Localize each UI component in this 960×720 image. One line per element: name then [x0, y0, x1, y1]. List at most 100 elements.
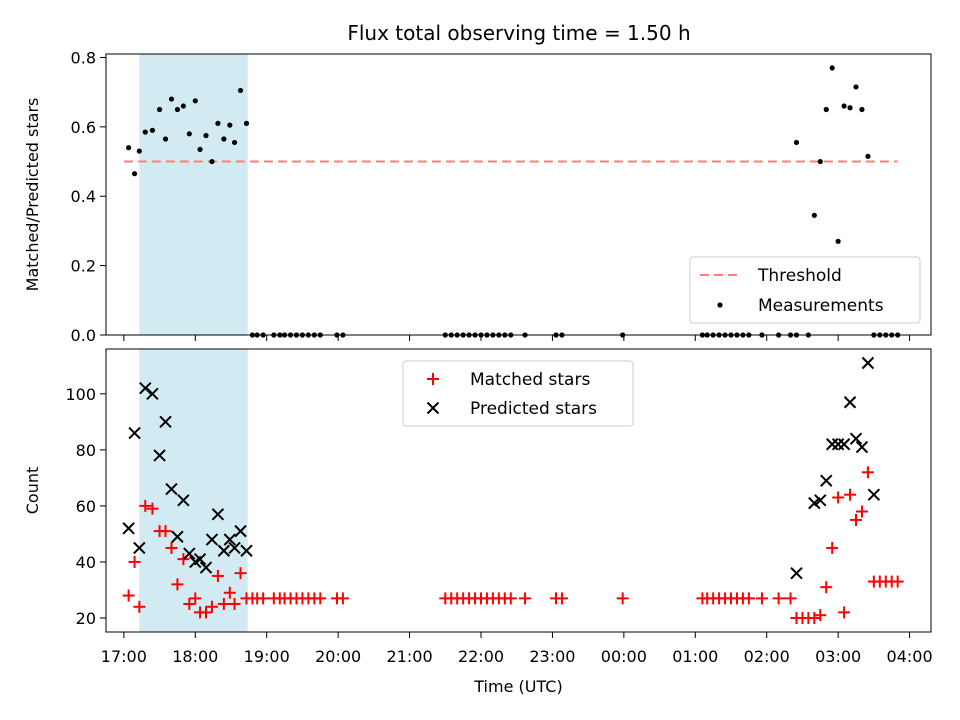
x-tick-label: 22:00 — [458, 647, 504, 666]
measurement-point — [174, 106, 181, 113]
shaded-span-top — [139, 54, 248, 335]
measurement-point — [823, 106, 829, 113]
predicted-star-point — [217, 544, 231, 557]
x-tick-label: 04:00 — [887, 647, 933, 666]
measurement-point — [237, 87, 244, 94]
predicted-star-point — [193, 552, 207, 566]
measurement-point — [817, 158, 823, 165]
matched-star-point — [861, 466, 874, 479]
matched-star-point — [814, 609, 827, 622]
matched-star-point — [850, 513, 862, 526]
predicted-star-point — [171, 530, 184, 543]
predicted-star-point — [205, 533, 219, 546]
x-tick-label: 23:00 — [529, 647, 575, 666]
y-tick-label: 0.2 — [71, 257, 96, 276]
matched-star-point — [784, 592, 797, 605]
y-tick-label: 100 — [65, 385, 96, 404]
matched-star-point — [177, 553, 190, 566]
legend-measurement-swatch — [717, 302, 723, 308]
matched-star-point — [555, 592, 568, 605]
matched-star-point — [234, 567, 247, 580]
matched-star-point — [772, 592, 785, 605]
legend-threshold-label: Threshold — [757, 266, 842, 286]
predicted-star-point — [825, 438, 839, 451]
y-tick-label: 60 — [76, 497, 96, 516]
count-marks — [122, 356, 904, 624]
matched-star-point — [133, 600, 146, 613]
x-axis-label: Time (UTC) — [473, 677, 562, 696]
legend-measurement-label: Measurements — [758, 296, 884, 316]
predicted-star-point — [139, 382, 152, 395]
x-tick-label: 03:00 — [815, 647, 861, 666]
measurement-point — [186, 131, 192, 137]
ratio-panel: 0.00.20.40.60.8 Matched/Predicted stars … — [23, 48, 932, 345]
predicted-star-point — [128, 426, 141, 440]
predicted-star-point — [808, 496, 821, 510]
matched-star-point — [211, 569, 224, 582]
measurement-point — [227, 122, 233, 128]
measurement-point — [829, 65, 835, 71]
measurement-point — [209, 158, 215, 165]
measurement-point — [180, 103, 186, 109]
predicted-star-point — [240, 544, 253, 557]
predicted-star-point — [861, 356, 875, 370]
measurement-point — [841, 103, 847, 109]
legend-box — [689, 256, 921, 324]
predicted-star-point — [814, 494, 827, 507]
measurement-point — [142, 129, 148, 135]
measurement-point — [811, 212, 817, 218]
matched-star-point — [205, 600, 218, 613]
measurement-point — [793, 139, 800, 146]
ratio-y-axis-label: Matched/Predicted stars — [23, 98, 42, 292]
count-plot-frame — [105, 348, 932, 633]
predicted-star-point — [831, 438, 845, 451]
count-x-ticks: 17:00 18:00 19:00 20:00 21:00 22:00 23:00 00:00… — [101, 632, 933, 666]
matched-star-point — [504, 592, 517, 605]
legend-predicted-swatch — [426, 401, 440, 415]
measurement-point — [853, 84, 859, 90]
matched-star-point — [891, 575, 904, 588]
measurement-point — [859, 106, 865, 113]
measurement-point — [162, 136, 169, 142]
matched-star-point — [217, 597, 230, 610]
measurement-point — [192, 98, 198, 104]
matched-star-point — [122, 589, 135, 602]
y-tick-label: 0.8 — [71, 48, 96, 67]
y-tick-label: 0.4 — [71, 187, 96, 206]
measurement-point — [168, 96, 175, 102]
x-tick-label: 19:00 — [244, 647, 290, 666]
measurement-point — [203, 132, 209, 139]
matched-star-point — [844, 488, 857, 501]
predicted-star-point — [165, 482, 178, 496]
y-tick-label: 40 — [76, 553, 96, 572]
legend-matched-swatch — [427, 373, 439, 385]
shaded-span-bottom — [139, 349, 248, 632]
matched-star-point — [146, 502, 159, 515]
ratio-y-ticks: 0.0 0.2 0.4 0.6 0.8 — [71, 48, 106, 345]
predicted-star-point — [159, 415, 172, 429]
measurement-point — [231, 139, 238, 146]
y-tick-label: 80 — [76, 441, 96, 460]
matched-star-point — [183, 597, 196, 610]
x-tick-label: 00:00 — [601, 647, 647, 666]
ratio-legend: Threshold Measurements — [689, 256, 921, 324]
measurement-point — [221, 136, 227, 142]
count-y-axis-label: Count — [23, 467, 42, 515]
measurement-point — [215, 120, 221, 126]
matched-star-point — [742, 592, 755, 605]
ratio-plot-frame — [105, 53, 932, 336]
legend-box — [402, 360, 634, 427]
count-legend: Matched stars Predicted stars — [402, 360, 634, 427]
measurement-point — [197, 146, 203, 153]
predicted-star-point — [837, 438, 851, 451]
predicted-star-point — [122, 522, 135, 535]
measurement-point — [126, 145, 132, 151]
matched-star-point — [616, 592, 629, 605]
measurement-point — [865, 153, 871, 159]
x-tick-label: 21:00 — [387, 647, 433, 666]
matched-star-point — [855, 505, 868, 518]
matched-star-point — [808, 611, 821, 624]
matched-star-point — [832, 491, 845, 504]
matched-star-point — [200, 606, 212, 619]
